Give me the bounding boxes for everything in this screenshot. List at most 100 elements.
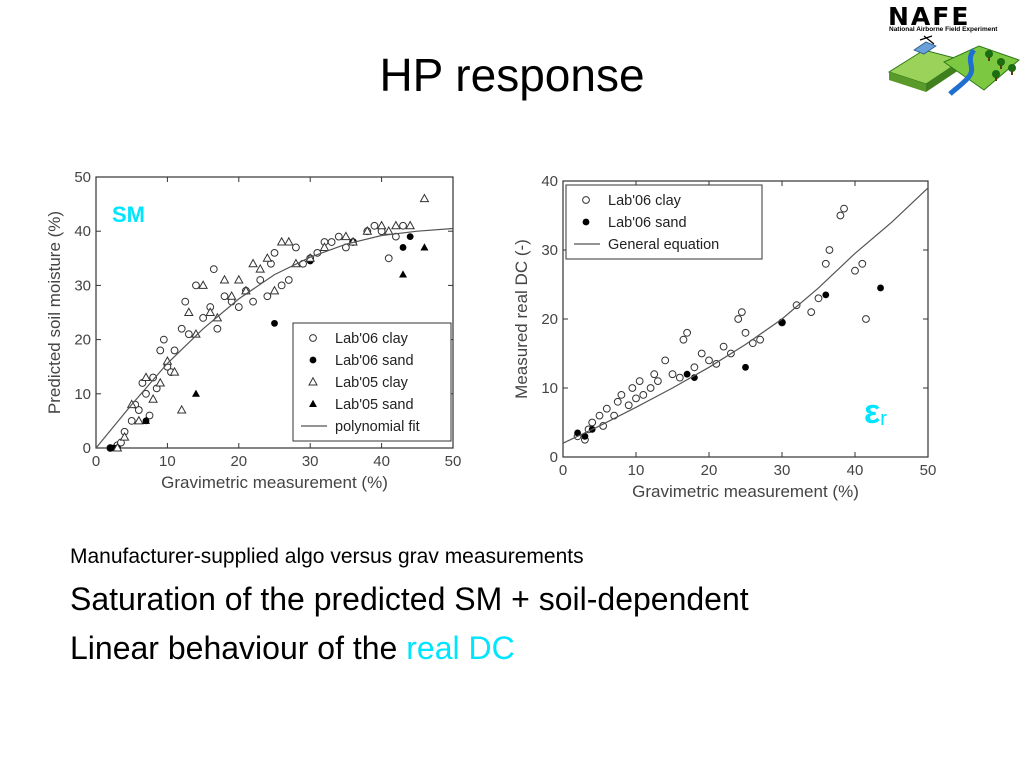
bullet-item: Saturation of the predicted SM + soil-de…: [70, 581, 749, 617]
legend-label: General equation: [608, 237, 719, 253]
x-tick-label: 10: [159, 453, 176, 470]
data-point: [271, 319, 278, 327]
data-point: [133, 415, 144, 425]
data-point: [192, 281, 200, 290]
data-point: [183, 307, 194, 316]
data-point: [234, 303, 243, 311]
fit-line: [562, 187, 929, 444]
data-point: [213, 324, 222, 333]
data-point: [370, 221, 379, 230]
slide-title: HP response: [379, 49, 645, 101]
data-point: [256, 276, 265, 284]
chart-tag-subscript: r: [880, 408, 887, 430]
data-point: [255, 263, 266, 273]
data-point: [639, 391, 648, 399]
data-point: [654, 377, 662, 386]
data-point: [383, 225, 394, 235]
data-point: [675, 373, 684, 382]
data-point: [420, 243, 429, 251]
data-point: [177, 324, 186, 333]
y-tick-label: 20: [541, 311, 558, 328]
y-tick-label: 0: [550, 449, 558, 466]
y-tick-label: 40: [541, 173, 558, 190]
data-point: [112, 442, 123, 452]
data-point: [199, 314, 208, 322]
landscape-icon: [887, 35, 1020, 96]
data-point: [814, 294, 823, 303]
x-axis-label: Gravimetric measurement (%): [632, 482, 859, 501]
logo-wordmark: NAFE: [888, 2, 971, 31]
legend-swatch: [309, 399, 317, 407]
data-point: [220, 292, 229, 301]
data-point: [270, 248, 279, 257]
legend-label: Lab'06 clay: [608, 193, 682, 209]
data-point: [741, 328, 750, 337]
data-point: [737, 308, 746, 317]
x-tick-label: 40: [373, 453, 390, 470]
y-tick-label: 10: [74, 386, 91, 403]
data-point: [233, 274, 244, 284]
legend-label: Lab'06 sand: [335, 353, 414, 369]
data-point: [581, 432, 589, 440]
data-point: [419, 193, 430, 203]
data-point: [719, 342, 728, 351]
y-tick-label: 40: [74, 223, 91, 240]
data-point: [574, 429, 581, 437]
bullet-list: Manufacturer-supplied algo versus grav m…: [70, 545, 990, 679]
data-point: [376, 220, 387, 230]
bullet-highlight: real DC: [406, 630, 515, 666]
data-point: [679, 335, 688, 344]
y-tick-label: 0: [83, 440, 91, 457]
data-point: [159, 335, 168, 344]
data-point: [176, 404, 187, 414]
data-point: [628, 384, 637, 392]
data-point: [292, 243, 300, 252]
legend-label: Lab'06 clay: [335, 331, 409, 347]
data-point: [119, 431, 130, 441]
bullet-item: Linear behaviour of the real DC: [70, 630, 990, 667]
data-point: [319, 242, 330, 251]
data-point: [756, 335, 765, 344]
data-point: [792, 301, 801, 310]
y-axis-label: Measured real DC (-): [512, 239, 531, 399]
x-axis-label: Gravimetric measurement (%): [161, 473, 388, 492]
data-point: [825, 246, 834, 254]
data-point: [198, 280, 208, 289]
data-point: [877, 284, 884, 292]
data-point: [705, 356, 713, 365]
data-point: [327, 238, 336, 246]
x-tick-label: 50: [445, 453, 462, 470]
data-point: [399, 221, 407, 230]
data-point: [276, 236, 287, 246]
data-point: [624, 401, 633, 410]
data-point: [181, 297, 190, 306]
y-tick-label: 50: [74, 169, 91, 186]
data-point: [405, 220, 416, 230]
plot-frame: [95, 176, 454, 449]
legend-label: polynomial fit: [335, 419, 420, 435]
legend-label: Lab'06 sand: [608, 215, 687, 231]
legend-label: Lab'05 clay: [335, 375, 409, 391]
data-point: [406, 233, 414, 241]
data-point: [205, 307, 216, 316]
data-point: [588, 418, 597, 427]
data-point: [690, 363, 699, 372]
data-point: [595, 411, 604, 420]
data-point: [821, 259, 830, 268]
data-point: [391, 220, 401, 230]
data-point: [170, 346, 179, 355]
data-point: [209, 265, 218, 274]
x-tick-label: 40: [847, 462, 864, 479]
data-point: [156, 346, 165, 355]
data-point: [219, 274, 230, 284]
x-tick-label: 50: [920, 462, 937, 479]
x-tick-label: 0: [559, 462, 567, 479]
y-axis-label: Predicted soil moisture (%): [45, 211, 64, 414]
data-point: [683, 370, 691, 378]
x-tick-label: 30: [302, 453, 319, 470]
data-point: [617, 391, 626, 399]
data-point: [840, 204, 848, 213]
legend-box: [565, 184, 763, 260]
nafe-logo: NAFE National Airborne Field Experiment: [884, 0, 1024, 100]
data-point: [226, 291, 237, 300]
